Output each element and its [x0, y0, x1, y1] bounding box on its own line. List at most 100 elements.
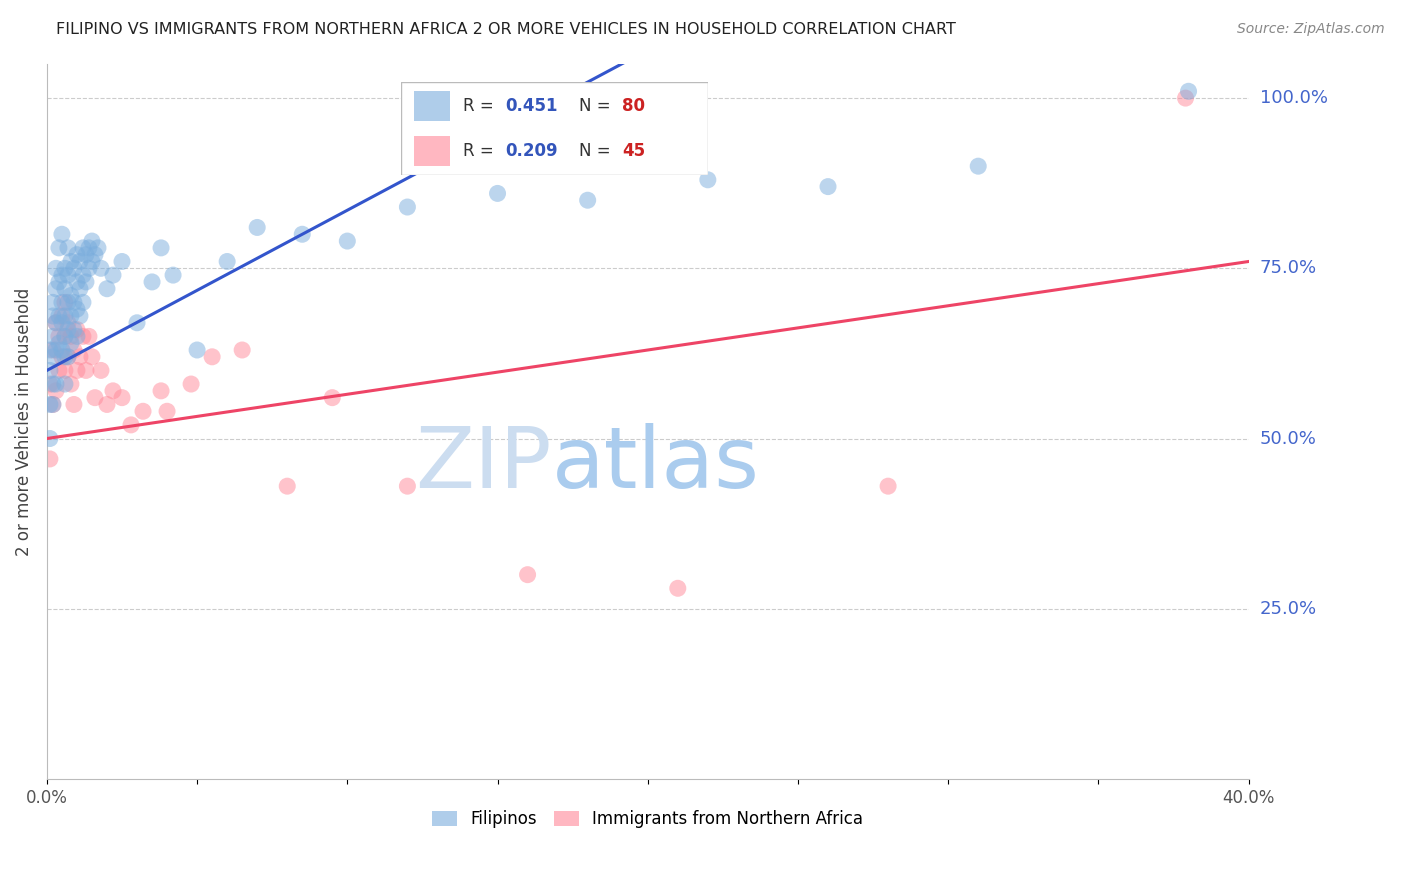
Point: [48, 363, 70, 377]
Point: [45, 343, 67, 357]
Point: [576, 193, 599, 207]
Point: [396, 479, 419, 493]
Point: [42, 329, 65, 343]
Point: [42, 377, 65, 392]
Point: [77, 261, 100, 276]
Point: [56, 295, 79, 310]
Point: [51, 343, 73, 357]
Point: [45, 282, 67, 296]
Text: 25.0%: 25.0%: [1260, 599, 1317, 618]
Point: [66, 275, 89, 289]
Point: [59, 336, 82, 351]
Point: [38, 432, 60, 446]
Point: [38, 397, 60, 411]
Point: [72, 268, 94, 282]
Point: [51, 227, 73, 242]
Point: [132, 404, 155, 418]
Point: [53, 309, 76, 323]
Point: [59, 309, 82, 323]
Point: [42, 397, 65, 411]
Point: [276, 479, 298, 493]
Point: [48, 241, 70, 255]
Point: [69, 254, 91, 268]
Point: [53, 363, 76, 377]
Point: [396, 200, 419, 214]
Point: [56, 316, 79, 330]
Point: [48, 275, 70, 289]
Point: [45, 316, 67, 330]
Point: [63, 343, 86, 357]
Point: [48, 329, 70, 343]
Point: [246, 220, 269, 235]
Text: FILIPINO VS IMMIGRANTS FROM NORTHERN AFRICA 2 OR MORE VEHICLES IN HOUSEHOLD CORR: FILIPINO VS IMMIGRANTS FROM NORTHERN AFR…: [56, 22, 956, 37]
Point: [66, 329, 89, 343]
Point: [42, 350, 65, 364]
Point: [87, 241, 110, 255]
Point: [141, 275, 163, 289]
Point: [45, 261, 67, 276]
Point: [53, 350, 76, 364]
Point: [66, 302, 89, 317]
Point: [90, 261, 112, 276]
Point: [84, 391, 107, 405]
Point: [186, 343, 208, 357]
Point: [51, 295, 73, 310]
Point: [72, 241, 94, 255]
Point: [53, 261, 76, 276]
Point: [53, 329, 76, 343]
Point: [150, 384, 173, 398]
Point: [51, 268, 73, 282]
Point: [162, 268, 184, 282]
Point: [120, 417, 142, 432]
Point: [69, 309, 91, 323]
Text: Source: ZipAtlas.com: Source: ZipAtlas.com: [1237, 22, 1385, 37]
Point: [336, 234, 359, 248]
Point: [150, 241, 173, 255]
Point: [75, 363, 97, 377]
Text: atlas: atlas: [551, 423, 759, 506]
Point: [63, 322, 86, 336]
Point: [201, 350, 224, 364]
Point: [59, 329, 82, 343]
Text: 100.0%: 100.0%: [1260, 89, 1327, 107]
Y-axis label: 2 or more Vehicles in Household: 2 or more Vehicles in Household: [15, 287, 32, 556]
Point: [38, 451, 60, 466]
Point: [291, 227, 314, 242]
Point: [63, 295, 86, 310]
Point: [42, 295, 65, 310]
Point: [51, 309, 73, 323]
Point: [56, 268, 79, 282]
Point: [48, 336, 70, 351]
Point: [56, 322, 79, 336]
Point: [696, 173, 718, 187]
Point: [56, 241, 79, 255]
Point: [77, 241, 100, 255]
Point: [817, 179, 839, 194]
Point: [66, 363, 89, 377]
Point: [231, 343, 253, 357]
Point: [66, 322, 89, 336]
Point: [1177, 84, 1199, 98]
Point: [96, 397, 118, 411]
Point: [84, 248, 107, 262]
Point: [56, 350, 79, 364]
Point: [51, 350, 73, 364]
Point: [53, 377, 76, 392]
Point: [80, 234, 103, 248]
Point: [53, 282, 76, 296]
Point: [53, 329, 76, 343]
Point: [111, 391, 134, 405]
Point: [101, 384, 124, 398]
Point: [486, 186, 509, 201]
Point: [321, 391, 343, 405]
Point: [72, 295, 94, 310]
Point: [48, 309, 70, 323]
Point: [75, 248, 97, 262]
Point: [38, 377, 60, 392]
Point: [45, 384, 67, 398]
Point: [59, 377, 82, 392]
Point: [877, 479, 900, 493]
Text: 50.0%: 50.0%: [1260, 430, 1316, 448]
Point: [42, 343, 65, 357]
Point: [125, 316, 148, 330]
